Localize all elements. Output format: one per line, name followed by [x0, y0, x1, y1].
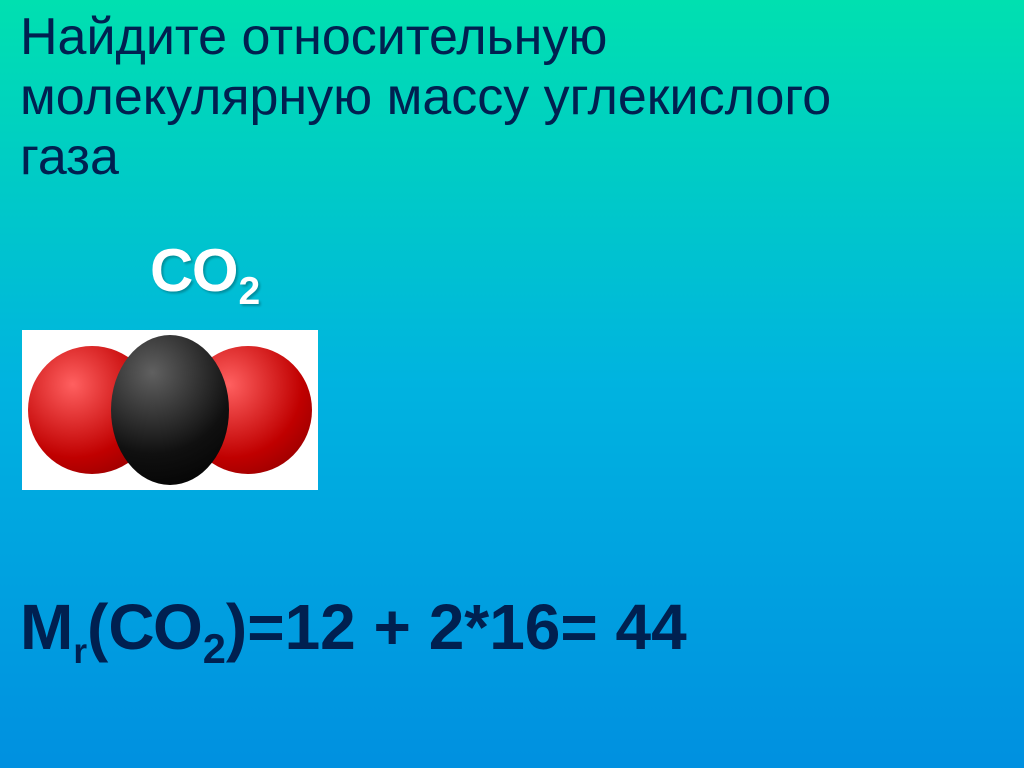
carbon-atom [111, 335, 229, 485]
title-line-1: Найдите относительную [20, 8, 607, 66]
formula-rest: )=12 + 2*16= 44 [226, 591, 687, 663]
co2-main: СО [150, 237, 239, 304]
slide: Найдите относительную молекулярную массу… [0, 0, 1024, 768]
molecule-diagram [22, 330, 318, 490]
title-line-3: газа [20, 128, 119, 186]
co2-sub: 2 [239, 270, 261, 313]
co2-label: СО2 [150, 236, 260, 314]
formula-r: r [73, 632, 87, 671]
title-line-2: молекулярную массу углекислого [20, 68, 831, 126]
formula-M: M [20, 591, 73, 663]
slide-title: Найдите относительную молекулярную массу… [20, 8, 1004, 187]
molecule [22, 330, 318, 490]
formula: Mr(СО2)=12 + 2*16= 44 [20, 590, 687, 673]
formula-sub2: 2 [203, 625, 226, 672]
formula-open: (СО [87, 591, 203, 663]
